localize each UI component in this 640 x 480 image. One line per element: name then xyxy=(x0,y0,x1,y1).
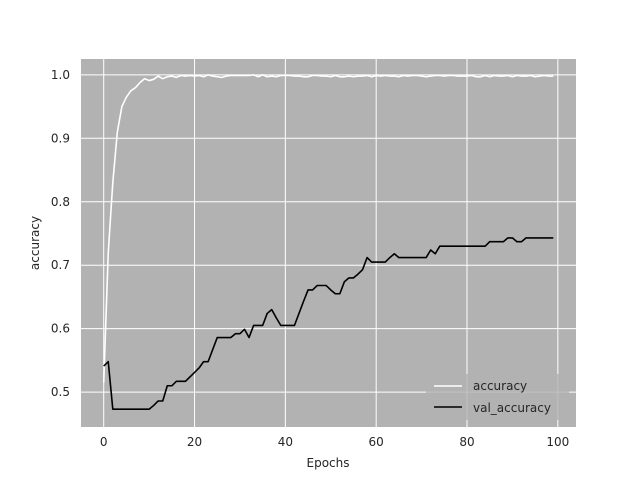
x-axis-label: Epochs xyxy=(307,456,350,470)
x-tick-label: 80 xyxy=(459,435,474,449)
x-tick-label: 40 xyxy=(278,435,293,449)
y-tick-label: 0.8 xyxy=(51,195,70,209)
legend-label-accuracy: accuracy xyxy=(473,379,527,393)
legend-label-val-accuracy: val_accuracy xyxy=(473,401,551,415)
y-tick-label: 0.6 xyxy=(51,322,70,336)
series-layer xyxy=(102,74,554,411)
y-tick-label: 0.5 xyxy=(51,385,70,399)
legend: accuracy val_accuracy xyxy=(426,374,569,420)
grid xyxy=(81,59,576,427)
series-line-val-accuracy xyxy=(103,237,554,411)
x-tick-label: 100 xyxy=(546,435,569,449)
x-tick-label: 20 xyxy=(187,435,202,449)
y-tick-label: 0.9 xyxy=(51,131,70,145)
tick-labels: 0 20 40 60 80 100 0.5 0.6 0.7 0.8 0.9 1.0 xyxy=(51,68,569,449)
y-tick-label: 1.0 xyxy=(51,68,70,82)
x-tick-label: 0 xyxy=(100,435,108,449)
y-tick-label: 0.7 xyxy=(51,258,70,272)
x-tick-label: 60 xyxy=(369,435,384,449)
plot-background xyxy=(81,59,576,427)
y-axis-label: accuracy xyxy=(28,216,42,270)
series-line-accuracy xyxy=(102,74,554,383)
